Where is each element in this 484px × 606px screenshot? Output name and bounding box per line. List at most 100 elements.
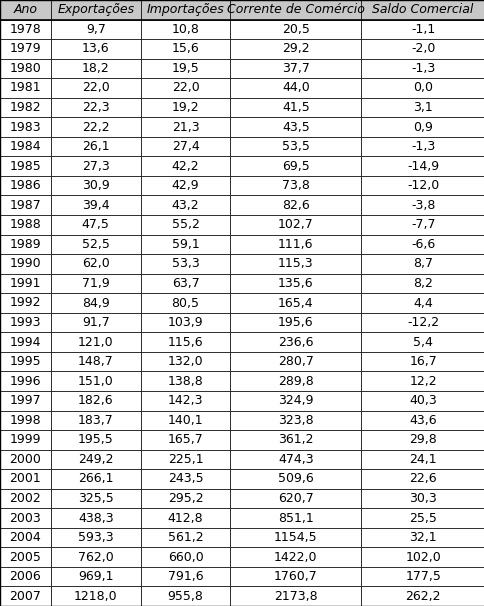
Bar [361, 215, 484, 235]
Text: 412,8: 412,8 [167, 511, 203, 525]
Bar [140, 98, 230, 118]
Bar [361, 137, 484, 156]
Text: 593,3: 593,3 [78, 531, 113, 544]
Text: 121,0: 121,0 [78, 336, 113, 348]
Bar [0, 450, 51, 469]
Bar [140, 332, 230, 352]
Bar [0, 332, 51, 352]
Bar [51, 274, 140, 293]
Bar [0, 313, 51, 332]
Bar [140, 274, 230, 293]
Text: 42,2: 42,2 [171, 159, 199, 173]
Text: 1986: 1986 [10, 179, 41, 192]
Bar [51, 488, 140, 508]
Text: -3,8: -3,8 [410, 199, 435, 211]
Text: 955,8: 955,8 [167, 590, 203, 603]
Text: 2005: 2005 [10, 551, 41, 564]
Bar [140, 59, 230, 78]
Text: 289,8: 289,8 [277, 375, 313, 388]
Text: 8,7: 8,7 [412, 258, 432, 270]
Text: 177,5: 177,5 [405, 570, 440, 583]
Text: 1982: 1982 [10, 101, 41, 114]
Bar [361, 78, 484, 98]
Text: 236,6: 236,6 [277, 336, 313, 348]
Text: 1422,0: 1422,0 [273, 551, 317, 564]
Text: 19,5: 19,5 [171, 62, 199, 75]
Bar [140, 176, 230, 196]
Text: 969,1: 969,1 [78, 570, 113, 583]
Bar [230, 254, 361, 274]
Bar [51, 450, 140, 469]
Text: 1991: 1991 [10, 277, 41, 290]
Text: 1981: 1981 [10, 81, 41, 95]
Text: Importações: Importações [146, 3, 224, 16]
Text: 59,1: 59,1 [171, 238, 199, 251]
Text: 183,7: 183,7 [78, 414, 113, 427]
Bar [140, 78, 230, 98]
Text: 2000: 2000 [10, 453, 41, 466]
Bar [140, 215, 230, 235]
Text: 5,4: 5,4 [412, 336, 432, 348]
Text: 115,6: 115,6 [167, 336, 203, 348]
Text: 47,5: 47,5 [82, 218, 109, 231]
Text: 1998: 1998 [10, 414, 41, 427]
Bar [51, 235, 140, 254]
Bar [361, 274, 484, 293]
Bar [230, 391, 361, 410]
Bar [230, 39, 361, 59]
Bar [0, 98, 51, 118]
Text: 2006: 2006 [10, 570, 41, 583]
Bar [140, 313, 230, 332]
Bar [0, 352, 51, 371]
Text: 620,7: 620,7 [277, 492, 313, 505]
Text: 1980: 1980 [10, 62, 41, 75]
Text: 52,5: 52,5 [82, 238, 109, 251]
Bar [361, 430, 484, 450]
Bar [0, 78, 51, 98]
Text: 135,6: 135,6 [277, 277, 313, 290]
Text: 53,5: 53,5 [281, 140, 309, 153]
Bar [140, 235, 230, 254]
Text: 22,3: 22,3 [82, 101, 109, 114]
Text: 148,7: 148,7 [78, 355, 113, 368]
Bar [51, 332, 140, 352]
Text: 325,5: 325,5 [78, 492, 113, 505]
Bar [0, 430, 51, 450]
Text: 15,6: 15,6 [171, 42, 199, 55]
Bar [361, 156, 484, 176]
Text: 660,0: 660,0 [167, 551, 203, 564]
Text: 10,8: 10,8 [171, 23, 199, 36]
Text: 12,2: 12,2 [408, 375, 436, 388]
Bar [230, 547, 361, 567]
Bar [361, 196, 484, 215]
Bar [361, 528, 484, 547]
Text: 225,1: 225,1 [167, 453, 203, 466]
Bar [51, 176, 140, 196]
Text: 249,2: 249,2 [78, 453, 113, 466]
Bar [230, 488, 361, 508]
Bar [230, 176, 361, 196]
Text: 182,6: 182,6 [78, 395, 113, 407]
Text: 43,2: 43,2 [171, 199, 199, 211]
Bar [140, 371, 230, 391]
Bar [361, 508, 484, 528]
Bar [361, 19, 484, 39]
Bar [361, 235, 484, 254]
Text: 1987: 1987 [10, 199, 41, 211]
Text: 55,2: 55,2 [171, 218, 199, 231]
Bar [361, 176, 484, 196]
Bar [361, 59, 484, 78]
Bar [361, 587, 484, 606]
Text: 18,2: 18,2 [82, 62, 109, 75]
Bar [51, 469, 140, 488]
Bar [140, 0, 230, 19]
Bar [0, 39, 51, 59]
Text: 2001: 2001 [10, 473, 41, 485]
Bar [0, 59, 51, 78]
Bar [140, 587, 230, 606]
Bar [140, 352, 230, 371]
Bar [140, 391, 230, 410]
Bar [51, 98, 140, 118]
Text: 262,2: 262,2 [405, 590, 440, 603]
Bar [0, 156, 51, 176]
